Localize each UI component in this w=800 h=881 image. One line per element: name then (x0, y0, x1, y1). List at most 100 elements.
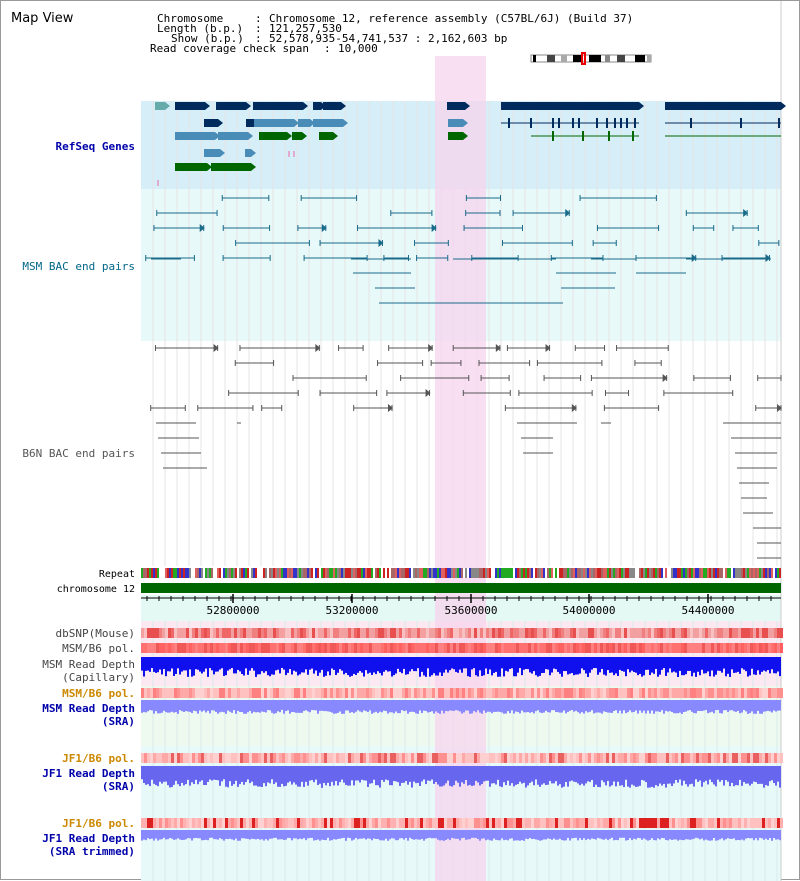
heat-cell (579, 643, 582, 653)
depth-bar (203, 766, 205, 785)
depth-bar (195, 657, 197, 670)
heat-cell (549, 818, 552, 828)
depth-bar (675, 766, 677, 780)
gene-arrow (218, 119, 223, 127)
repeat-mark (225, 568, 227, 578)
depth-bar (413, 657, 415, 672)
heat-cell (195, 643, 198, 653)
depth-bar (435, 830, 437, 839)
heat-cell (756, 643, 759, 653)
depth-bar (573, 830, 575, 838)
heat-cell (255, 688, 258, 698)
depth-bar (593, 766, 595, 787)
heat-cell (237, 818, 240, 828)
depth-bar (403, 766, 405, 783)
heat-cell (228, 643, 231, 653)
depth-bar (301, 830, 303, 840)
depth-bar (639, 830, 641, 839)
heat-cell (642, 753, 645, 763)
depth-bar (613, 830, 615, 841)
depth-bar (361, 830, 363, 839)
heat-cell (279, 628, 282, 638)
repeat-mark (615, 568, 617, 578)
heat-cell (738, 628, 741, 638)
depth-bar (755, 657, 757, 675)
heat-cell (426, 688, 429, 698)
depth-bar (695, 766, 697, 780)
heat-cell (507, 643, 510, 653)
depth-bar (769, 657, 771, 674)
depth-bar (611, 700, 613, 713)
depth-bar (491, 830, 493, 841)
heat-cell (741, 643, 744, 653)
heat-cell (729, 628, 732, 638)
depth-bar (617, 830, 619, 841)
heat-cell (639, 818, 642, 828)
heat-cell (624, 753, 627, 763)
heat-cell (423, 753, 426, 763)
heat-cell (498, 753, 501, 763)
depth-bar (481, 830, 483, 839)
depth-bar (379, 700, 381, 712)
depth-bar (533, 766, 535, 786)
depth-bar (625, 700, 627, 714)
depth-bar (427, 657, 429, 669)
depth-bar (257, 700, 259, 713)
depth-bar (447, 766, 449, 781)
heat-cell (342, 643, 345, 653)
depth-bar (319, 657, 321, 673)
heat-cell (735, 628, 738, 638)
depth-bar (707, 766, 709, 785)
repeat-mark (707, 568, 709, 578)
depth-bar (675, 830, 677, 840)
depth-bar (449, 657, 451, 671)
heat-cell (552, 753, 555, 763)
heat-cell (141, 628, 144, 638)
heat-cell (411, 688, 414, 698)
heat-cell (660, 628, 663, 638)
heat-cell (210, 688, 213, 698)
repeat-mark (239, 568, 241, 578)
heat-cell (345, 643, 348, 653)
heat-cell (717, 688, 720, 698)
heat-cell (183, 753, 186, 763)
heat-cell (633, 628, 636, 638)
depth-bar (431, 766, 433, 780)
repeat-mark (603, 568, 605, 578)
depth-bar (413, 700, 415, 712)
depth-bar (447, 830, 449, 839)
heat-cell (723, 818, 726, 828)
depth-bar (555, 830, 557, 840)
heat-cell (636, 628, 639, 638)
depth-bar (361, 700, 363, 713)
depth-bar (155, 700, 157, 712)
heat-cell (408, 753, 411, 763)
repeat-mark (291, 568, 293, 578)
depth-bar (433, 657, 435, 674)
depth-bar (561, 700, 563, 713)
depth-bar (635, 766, 637, 787)
repeat-mark (573, 568, 575, 578)
depth-bar (295, 830, 297, 839)
depth-bar (735, 657, 737, 673)
depth-bar (311, 700, 313, 710)
depth-bar (711, 657, 713, 671)
depth-bar (661, 700, 663, 711)
depth-bar (391, 700, 393, 713)
heat-cell (360, 818, 363, 828)
depth-bar (581, 766, 583, 784)
depth-bar (499, 766, 501, 787)
heat-cell (525, 643, 528, 653)
depth-bar (601, 700, 603, 714)
repeat-mark (439, 568, 441, 578)
depth-bar (773, 766, 775, 784)
repeat-mark (405, 568, 407, 578)
heat-cell (231, 643, 234, 653)
depth-bar (489, 657, 491, 670)
repeat-mark (685, 568, 687, 578)
depth-bar (533, 700, 535, 714)
repeat-mark (307, 568, 309, 578)
depth-bar (241, 657, 243, 675)
depth-bar (395, 766, 397, 782)
